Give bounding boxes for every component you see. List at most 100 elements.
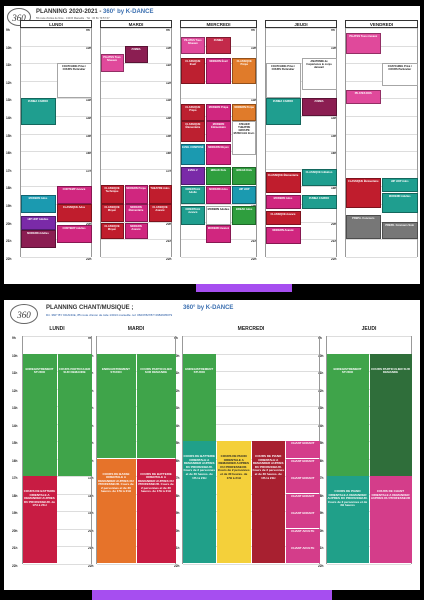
class-block: MODERN Adultes	[382, 193, 418, 213]
class-block: COURS DE BASSE ORIENTALE A DEMANDER AUPR…	[96, 458, 136, 563]
hour-gridline	[346, 221, 417, 223]
hour-gridline	[266, 98, 336, 100]
hour-gridline	[327, 441, 411, 442]
hour-label: 17h	[318, 476, 324, 480]
hour-gridline	[21, 63, 91, 65]
class-block: EVEIL 2	[180, 167, 206, 185]
hour-gridline	[97, 528, 175, 530]
hour-label: 12h	[6, 80, 12, 85]
class-block: HIP HOP	[231, 186, 257, 204]
hour-gridline	[23, 493, 91, 495]
hour-gridline	[327, 423, 411, 425]
hour-gridline	[23, 371, 91, 372]
hour-label: 18h	[6, 186, 12, 191]
hour-label: 15h	[6, 133, 12, 138]
class-block: COURS DE BATTERIE ORIENTALE A DEMANDER A…	[22, 476, 57, 563]
class-block: CLASSIQUE Élémentaire	[180, 121, 206, 143]
day-header-lundi: LUNDI	[49, 326, 65, 332]
hour-gridline	[346, 186, 417, 188]
hour-label: 11h	[174, 371, 180, 375]
hour-gridline	[21, 256, 91, 258]
hour-label: 14h	[86, 116, 92, 120]
hour-label: 15h	[12, 441, 18, 445]
class-block: MODERN Élémentaire	[206, 121, 231, 143]
hour-label: 10h	[166, 45, 172, 50]
hour-gridline	[346, 151, 417, 153]
hour-gridline	[183, 458, 319, 460]
hour-label: 21h	[12, 546, 18, 550]
hour-label: 17h	[88, 476, 94, 480]
class-block: HIP HOP Ados	[382, 177, 418, 192]
hour-label: 13h	[86, 98, 92, 103]
class-block: COATCHING Privé / COURS Particulier	[56, 63, 92, 99]
hour-label: 16h	[166, 151, 172, 156]
hour-label: 10h	[318, 353, 324, 358]
hour-label: 22h	[331, 256, 337, 261]
class-block: MODERN Adultes	[20, 230, 56, 248]
hour-gridline	[266, 186, 336, 188]
hour-gridline	[266, 151, 336, 153]
class-block: PILATES Tous Niveaux	[100, 54, 124, 72]
class-block: ENREGISTREMENT STUDIO	[182, 353, 216, 441]
hour-gridline	[346, 239, 417, 241]
day-header-jeudi: JEUDI	[265, 20, 337, 28]
hour-gridline	[181, 256, 256, 258]
hour-label: 17h	[166, 168, 172, 173]
class-block: BREAK Kids	[206, 167, 231, 185]
day-header-lundi: LUNDI	[20, 20, 92, 28]
hour-gridline	[97, 563, 175, 565]
hour-label: 19h	[6, 204, 12, 208]
hour-label: 20h	[86, 221, 92, 226]
day-header-mercredi: MERCREDI	[237, 326, 265, 332]
hour-label: 15h	[318, 441, 324, 445]
hour-label: 21h	[88, 546, 94, 550]
hour-gridline	[23, 528, 91, 530]
hour-label: 19h	[174, 511, 180, 515]
music-planning-subtitle: Dir. 360° BY KDANCE, 85 route d'anon de …	[46, 313, 173, 317]
hour-label: 12h	[174, 388, 180, 393]
class-block: CLASSIQUE Eveil	[180, 57, 206, 85]
hour-gridline	[183, 528, 319, 530]
hour-label: 16h	[318, 458, 324, 463]
hour-gridline	[346, 28, 417, 29]
class-block: MODERN Adultes	[206, 205, 231, 226]
hour-label: 22h	[6, 256, 12, 261]
hour-gridline	[23, 476, 91, 477]
class-block: COURS DE PIANO ORIENTALE A DEMANDER AUPR…	[326, 476, 369, 563]
hour-gridline	[21, 221, 91, 223]
hour-gridline	[101, 256, 171, 258]
class-block: PILATES Tous Niveaux	[180, 36, 206, 55]
class-block: MODERN Moyen	[206, 144, 231, 166]
hour-label: 13h	[318, 406, 324, 410]
hour-gridline	[327, 546, 411, 547]
hour-label: 20h	[174, 528, 180, 533]
hour-label: 9h	[86, 28, 90, 32]
hour-gridline	[97, 371, 175, 372]
hour-label: 21h	[331, 239, 337, 244]
hour-gridline	[327, 511, 411, 512]
dance-planning-subtitle: 55 route d'Arles de Nice · 13015 Marseil…	[36, 17, 110, 20]
class-block: ZUMBA	[124, 45, 148, 64]
day-column	[20, 28, 92, 258]
hour-label: 15h	[174, 441, 180, 445]
hour-label: 13h	[6, 98, 12, 103]
hour-label: 21h	[6, 239, 12, 244]
hour-label: 18h	[174, 493, 180, 498]
music-planning-sheet: 360 PLANNING CHANT/MUSIQUE ; 360° by K-D…	[4, 300, 420, 590]
hour-gridline	[346, 63, 417, 65]
hour-label: 22h	[86, 256, 92, 261]
day-column	[265, 28, 337, 258]
hour-gridline	[23, 511, 91, 512]
hour-gridline	[21, 80, 91, 82]
class-block: ZUMBA CARDIO	[301, 195, 337, 210]
hour-label: 13h	[251, 98, 257, 103]
class-block: ENREGISTREMENT STUDIO	[326, 353, 369, 476]
hour-label: 10h	[12, 353, 18, 358]
hour-gridline	[21, 151, 91, 153]
class-block: ORIENTALE Adulte	[180, 186, 206, 204]
hour-label: 14h	[174, 423, 180, 428]
hour-gridline	[183, 511, 319, 512]
hour-gridline	[23, 546, 91, 547]
hour-gridline	[327, 458, 411, 460]
class-block: COURS DE PIANO ORIENTALE A DEMANDER AUPR…	[217, 441, 251, 563]
